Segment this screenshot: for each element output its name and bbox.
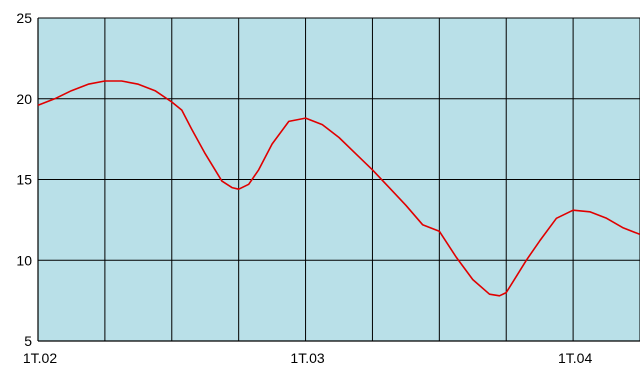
series-layer (37, 80, 640, 297)
y-tick-label: 20 (16, 91, 32, 107)
axes (37, 18, 640, 342)
x-tick-label: 1T.02 (23, 350, 57, 366)
y-tick-label: 15 (16, 172, 32, 188)
x-tick-label: 1T.03 (290, 350, 324, 366)
y-tick-label: 5 (24, 333, 32, 349)
x-tick-label: 1T.04 (558, 350, 592, 366)
y-tick-label: 10 (16, 252, 32, 268)
series-line (37, 80, 640, 297)
y-tick-label: 25 (16, 10, 32, 26)
tick-labels: 5 10 15 20 25 1T.02 1T.03 1T.04 (16, 10, 592, 366)
